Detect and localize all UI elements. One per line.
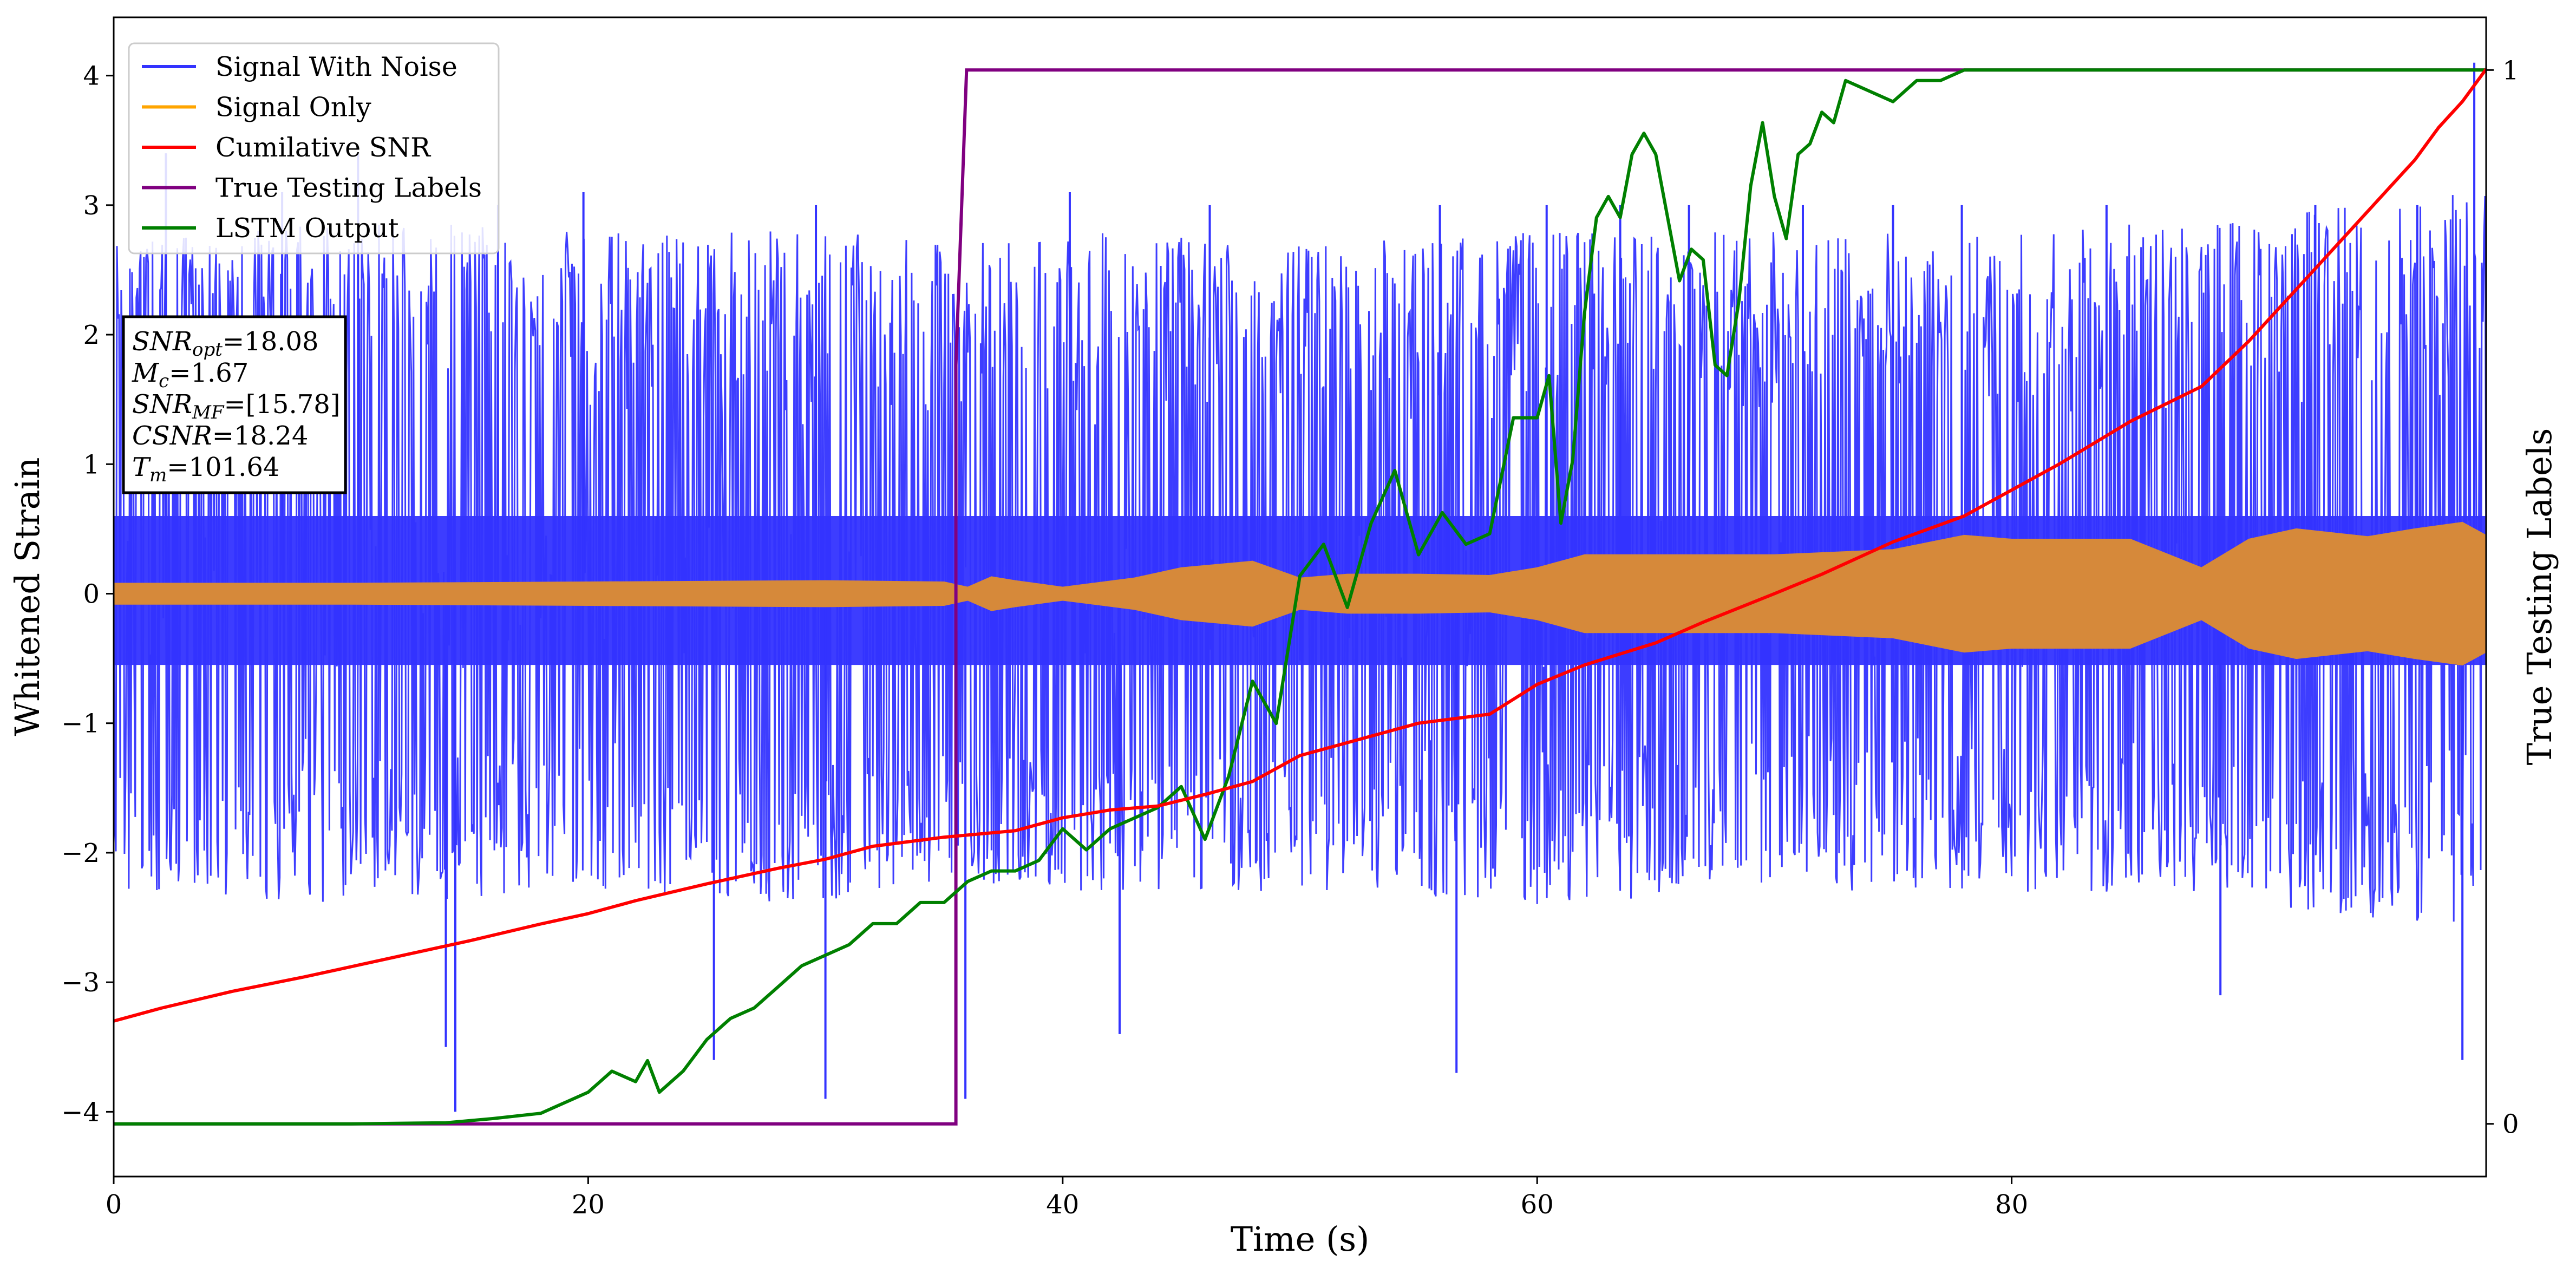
y-axis-right-label: True Testing Labels [2520,428,2559,766]
y-tick-label: 1 [83,449,100,480]
x-tick-label: 40 [1046,1190,1079,1220]
cumulative-snr-line [114,68,2486,1023]
y-tick-label: 3 [83,191,100,221]
x-tick-label: 60 [1521,1190,1554,1220]
true-testing-labels-line [114,68,2486,1126]
info-box: SNRopt=18.08Mc=1.67SNRMF=[15.78]CSNR=18.… [122,315,347,494]
legend-label: Signal Only [215,92,371,123]
y-tick-label: 0 [83,579,100,610]
x-axis-label: Time (s) [1231,1219,1370,1259]
lstm-output-series [114,68,2486,1126]
lstm-output-line [114,68,2486,1126]
y-right-tick-label: 1 [2502,55,2519,86]
x-tick-label: 0 [106,1190,122,1220]
legend-label: Cumilative SNR [215,132,431,163]
y-tick-label: −1 [61,709,100,739]
y-axis-right: 01 [2486,55,2519,1140]
info-line: Tm=101.64 [132,452,279,486]
legend-label: Signal With Noise [215,51,457,82]
signal-only-band [114,521,2486,666]
y-tick-label: −3 [61,968,100,998]
info-line: SNRMF=[15.78] [132,389,341,423]
y-tick-label: −4 [61,1097,100,1127]
y-axis-left: −4 −3 −2 −1 0 1 2 3 4 [61,61,114,1127]
plot-area [114,62,2486,1126]
signal-only-series [114,521,2486,666]
x-axis: 0 20 40 60 80 [106,1177,2028,1220]
y-axis-label: Whitened Strain [8,458,47,736]
info-line: CSNR=18.24 [132,421,308,451]
x-tick-label: 80 [1995,1190,2028,1220]
cumulative-snr-series [114,68,2486,1023]
y-tick-label: −2 [61,838,100,868]
y-right-tick-label: 0 [2502,1109,2519,1140]
legend-box [128,42,500,254]
true-testing-labels-series [114,68,2486,1126]
info-line: Mc=1.67 [132,358,249,392]
info-line: SNRopt=18.08 [132,326,319,361]
y-tick-label: 4 [83,61,100,92]
legend-label: LSTM Output [215,213,399,244]
x-tick-label: 20 [572,1190,605,1220]
info-box-frame [122,315,347,494]
legend-label: True Testing Labels [215,173,482,204]
plot-frame [113,16,2487,1178]
legend: Signal With Noise Signal Only Cumilative S… [128,42,500,254]
y-tick-label: 2 [83,320,100,350]
